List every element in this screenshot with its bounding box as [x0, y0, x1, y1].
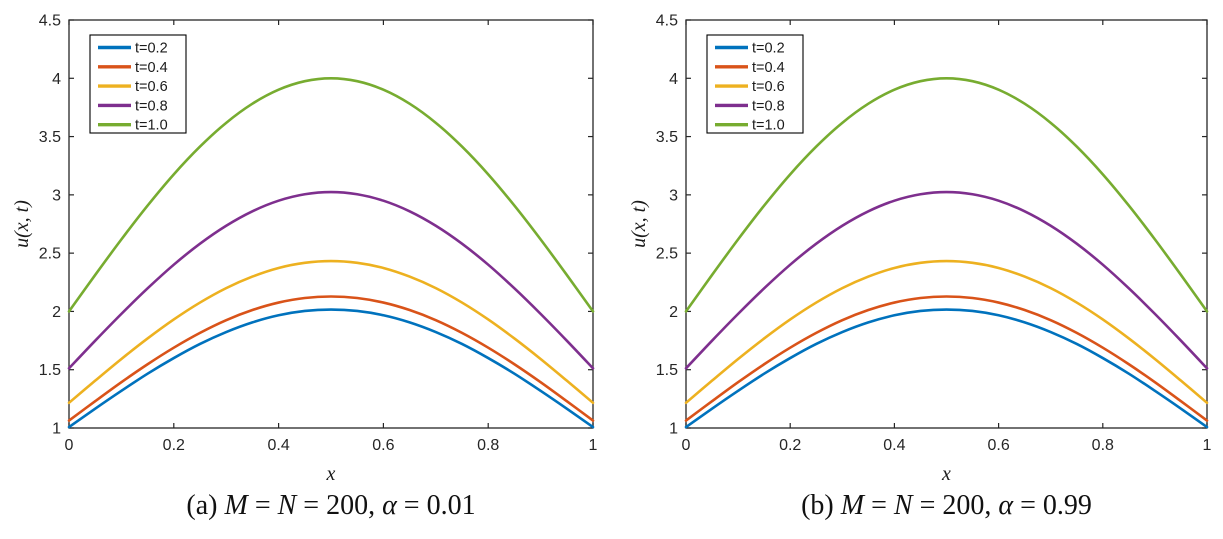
series-line-t=0.2 [684, 308, 1209, 429]
series-line-t=1.0 [67, 76, 595, 313]
x-tick-label: 1 [1203, 437, 1212, 454]
legend-box [89, 34, 187, 134]
y-tick-label: 1.5 [39, 362, 61, 379]
y-tick-label: 2 [52, 304, 61, 321]
caption-part: = [247, 490, 278, 521]
caption-part: = 0.01 [396, 490, 476, 521]
x-tick-label: 0.8 [477, 437, 499, 454]
series-line-t=0.6 [684, 259, 1209, 405]
y-tick-label: 3.5 [656, 129, 678, 146]
plot-box [68, 19, 594, 429]
x-axis-label: x [326, 463, 336, 485]
y-tick-label: 3.5 [39, 129, 61, 146]
legend-label-t=0.2: t=0.2 [752, 41, 785, 57]
y-tick-label: 4.5 [39, 13, 61, 30]
y-tick-label: 2 [669, 304, 678, 321]
caption-part: = [864, 490, 894, 521]
legend-label-t=1.0: t=1.0 [135, 118, 168, 134]
x-tick-label: 0.2 [779, 437, 801, 454]
x-tick-label: 0.6 [372, 437, 394, 454]
x-tick-label: 0 [682, 437, 691, 454]
y-tick-label: 1.5 [656, 362, 678, 379]
chart-b: 0 0.2 0.4 0.6 0.8 1 1 1.5 2 2.5 3 3.5 4 4.5 x u(x, t) t=… [628, 13, 1212, 486]
x-tick-label: 0.4 [267, 437, 289, 454]
caption-part: N [893, 490, 913, 521]
caption-part: (a) [186, 490, 225, 521]
legend-label-t=0.8: t=0.8 [752, 98, 785, 114]
caption-part: α [998, 490, 1014, 521]
y-tick-label: 1 [669, 421, 678, 438]
caption-part: α [382, 490, 397, 521]
chart-caption-a: (a) M = N = 200, α = 0.01 [69, 484, 593, 528]
caption-part: = 200, [296, 490, 383, 521]
caption-part: M [840, 490, 865, 521]
chart-caption-b: (b) M = N = 200, α = 0.99 [686, 484, 1207, 528]
series-line-t=0.2 [67, 308, 595, 429]
x-tick-label: 0 [65, 437, 74, 454]
y-tick-label: 1 [52, 421, 61, 438]
legend-label-t=0.4: t=0.4 [135, 60, 168, 76]
caption-part: (b) [801, 490, 841, 521]
y-tick-label: 4 [52, 71, 61, 88]
caption-part: = 0.99 [1013, 490, 1092, 521]
legend-label-t=0.6: t=0.6 [752, 79, 785, 95]
legend-label-t=1.0: t=1.0 [752, 118, 785, 134]
legend-label-t=0.6: t=0.6 [135, 79, 168, 95]
x-tick-label: 1 [589, 437, 598, 454]
series-line-t=0.4 [67, 295, 595, 422]
y-axis-label: u(x, t) [11, 200, 33, 248]
x-tick-label: 0.6 [987, 437, 1009, 454]
x-tick-label: 0.4 [883, 437, 905, 454]
y-tick-label: 3 [669, 187, 678, 204]
caption-part: N [277, 490, 297, 521]
legend-box [706, 34, 804, 134]
x-tick-label: 0.8 [1092, 437, 1114, 454]
series-line-t=0.6 [67, 259, 595, 405]
series-line-t=0.8 [684, 190, 1209, 370]
series-line-t=0.4 [684, 295, 1209, 422]
y-tick-label: 2.5 [39, 246, 61, 263]
caption-part: = 200, [912, 490, 999, 521]
chart-a: 0 0.2 0.4 0.6 0.8 1 1 1.5 2 2.5 3 3.5 4 4.5 x u(x, t) t=… [11, 13, 598, 486]
caption-part: M [224, 490, 248, 521]
legend-label-t=0.2: t=0.2 [135, 41, 168, 57]
series-line-t=1.0 [684, 76, 1209, 313]
y-tick-label: 4.5 [656, 13, 678, 30]
legend-label-t=0.8: t=0.8 [135, 98, 168, 114]
legend-label-t=0.4: t=0.4 [752, 60, 785, 76]
y-tick-label: 2.5 [656, 246, 678, 263]
y-axis-label: u(x, t) [628, 200, 650, 248]
y-tick-label: 3 [52, 187, 61, 204]
series-line-t=0.8 [67, 190, 595, 370]
x-axis-label: x [941, 463, 951, 485]
x-tick-label: 0.2 [163, 437, 185, 454]
y-tick-label: 4 [669, 71, 678, 88]
plot-box [685, 19, 1208, 429]
